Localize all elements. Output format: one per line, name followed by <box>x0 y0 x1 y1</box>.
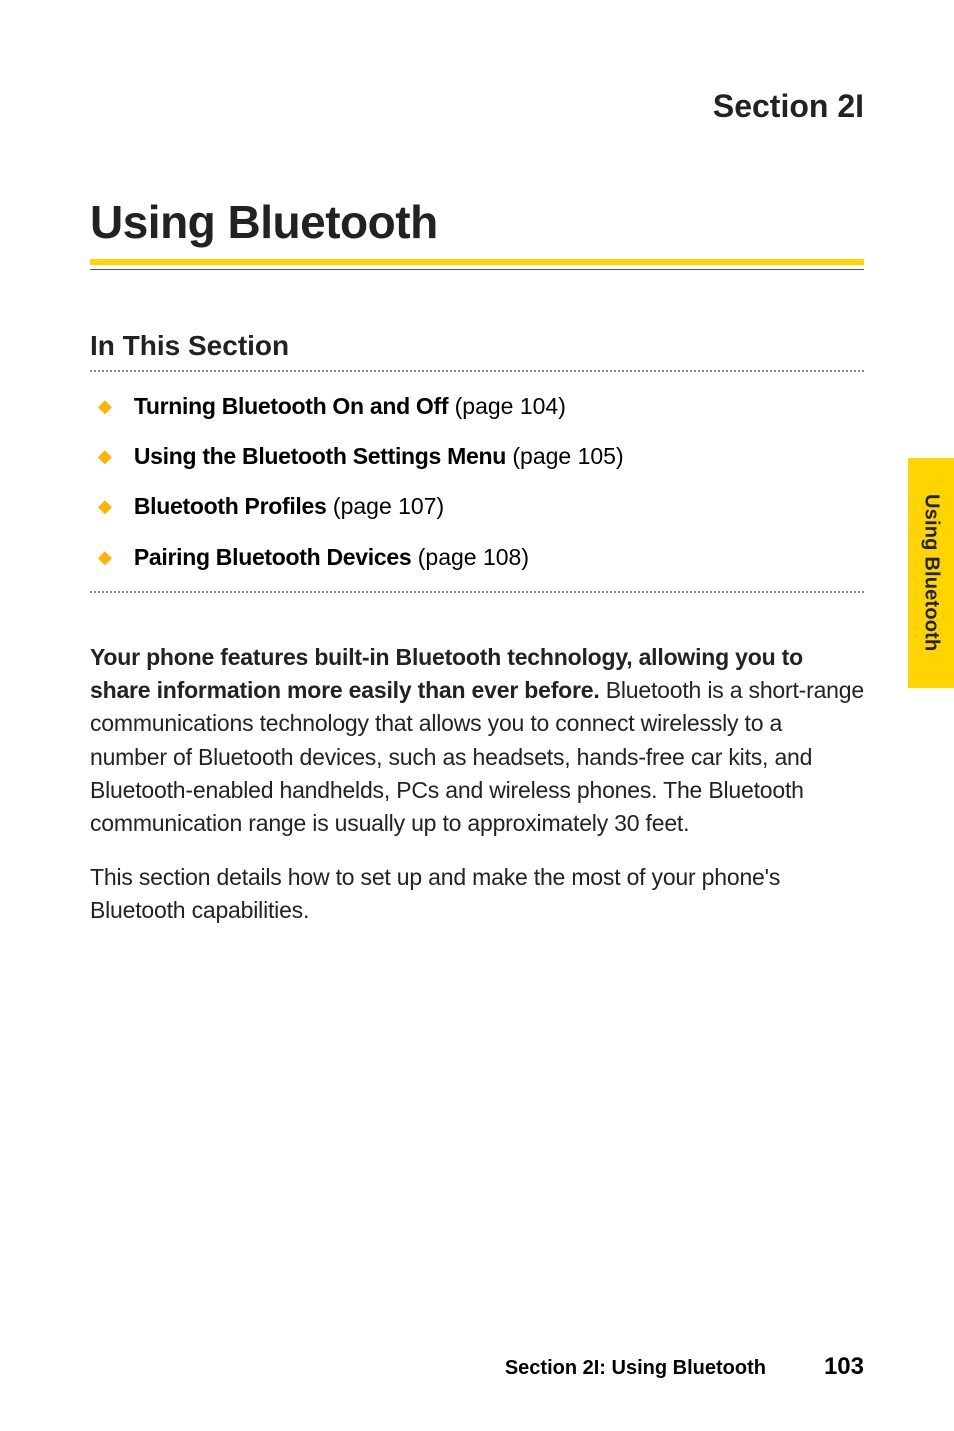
toc-label: Using the Bluetooth Settings Menu <box>134 443 506 469</box>
toc-page: (page 108) <box>411 544 529 570</box>
toc-label: Pairing Bluetooth Devices <box>134 544 412 570</box>
footer-text: Section 2I: Using Bluetooth <box>505 1357 766 1380</box>
toc-item: ◆ Using the Bluetooth Settings Menu (pag… <box>98 440 864 472</box>
toc-page: (page 105) <box>506 443 624 469</box>
paragraph-2: This section details how to set up and m… <box>90 861 864 928</box>
body-text: Your phone features built-in Bluetooth t… <box>90 641 864 928</box>
toc-page: (page 107) <box>327 493 445 519</box>
page: Section 2I Using Bluetooth In This Secti… <box>0 0 954 1431</box>
diamond-icon: ◆ <box>98 444 112 469</box>
diamond-icon: ◆ <box>98 494 112 519</box>
toc-page: (page 104) <box>448 393 566 419</box>
title-rule-yellow <box>90 259 864 265</box>
toc-entry: Pairing Bluetooth Devices (page 108) <box>134 541 529 573</box>
toc-list: ◆ Turning Bluetooth On and Off (page 104… <box>90 390 864 573</box>
toc-item: ◆ Pairing Bluetooth Devices (page 108) <box>98 541 864 573</box>
footer-page-number: 103 <box>824 1353 864 1381</box>
side-tab: Using Bluetooth <box>908 458 954 688</box>
page-title: Using Bluetooth <box>90 195 864 249</box>
footer: Section 2I: Using Bluetooth 103 <box>90 1353 864 1381</box>
title-rule-thin <box>90 269 864 270</box>
toc-entry: Using the Bluetooth Settings Menu (page … <box>134 440 624 472</box>
toc-label: Bluetooth Profiles <box>134 493 327 519</box>
toc-entry: Bluetooth Profiles (page 107) <box>134 490 444 522</box>
toc-item: ◆ Bluetooth Profiles (page 107) <box>98 490 864 522</box>
dotted-rule-bottom <box>90 591 864 593</box>
section-label: Section 2I <box>90 88 864 125</box>
toc-entry: Turning Bluetooth On and Off (page 104) <box>134 390 566 422</box>
diamond-icon: ◆ <box>98 545 112 570</box>
toc-item: ◆ Turning Bluetooth On and Off (page 104… <box>98 390 864 422</box>
subhead-in-this-section: In This Section <box>90 330 864 362</box>
side-tab-label: Using Bluetooth <box>920 494 943 651</box>
paragraph-1: Your phone features built-in Bluetooth t… <box>90 641 864 841</box>
toc-label: Turning Bluetooth On and Off <box>134 393 448 419</box>
diamond-icon: ◆ <box>98 394 112 419</box>
dotted-rule-top <box>90 370 864 372</box>
